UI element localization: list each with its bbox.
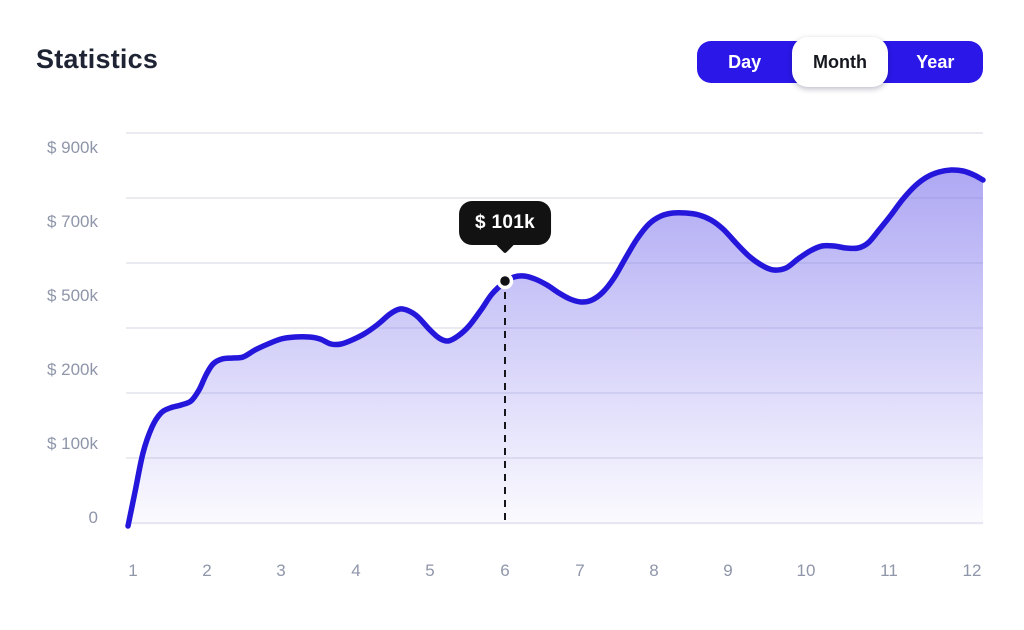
x-axis-label: 5	[425, 561, 435, 580]
y-axis-label: $ 900k	[46, 138, 98, 157]
x-axis-label: 10	[796, 561, 816, 580]
x-axis-label: 6	[500, 561, 510, 580]
x-axis-label: 2	[202, 561, 212, 580]
x-axis-label: 11	[880, 561, 898, 580]
series-area	[128, 169, 983, 526]
y-axis-label: $ 100k	[46, 434, 98, 453]
x-axis-label: 4	[351, 561, 361, 580]
x-axis-label: 8	[649, 561, 659, 580]
y-axis-label: 0	[88, 508, 98, 527]
x-axis-label: 1	[128, 561, 138, 580]
x-axis-label: 7	[575, 561, 585, 580]
y-axis-label: $ 200k	[46, 360, 98, 379]
x-axis-label: 3	[276, 561, 286, 580]
period-toggle: Day Month Year	[697, 37, 983, 87]
data-point-dot[interactable]	[496, 272, 514, 290]
x-axis-label: 9	[723, 561, 733, 580]
tooltip-value: $ 101k	[475, 212, 535, 233]
x-axis-label: 12	[962, 561, 982, 580]
y-axis-label: $ 500k	[46, 286, 98, 305]
page-title: Statistics	[36, 44, 159, 74]
toggle-option-year[interactable]: Year	[888, 41, 983, 83]
tooltip: $ 101k	[459, 201, 551, 245]
series-line	[125, 167, 986, 529]
toggle-option-day[interactable]: Day	[697, 41, 792, 83]
toggle-option-month[interactable]: Month	[792, 37, 888, 87]
y-axis-label: $ 700k	[46, 212, 98, 231]
